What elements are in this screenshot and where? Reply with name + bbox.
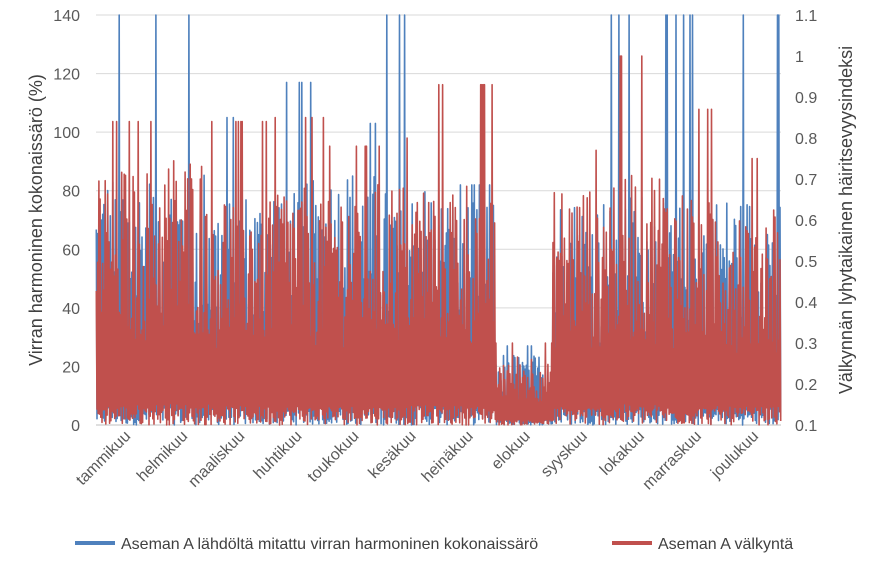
right-tick-label: 1.1 bbox=[795, 8, 817, 25]
left-axis-title: Virran harmoninen kokonaissärö (%) bbox=[26, 74, 46, 366]
x-tick-label: marraskuu bbox=[640, 428, 705, 493]
x-tick-label: helmikuu bbox=[134, 428, 191, 485]
series-flicker bbox=[95, 55, 782, 426]
x-tick-label: tammikuu bbox=[73, 428, 134, 489]
series-flicker-line bbox=[95, 55, 782, 426]
x-tick-label: lokakuu bbox=[597, 428, 648, 479]
legend-label-thd: Aseman A lähdöltä mitattu virran harmoni… bbox=[121, 536, 538, 553]
right-tick-label: 0.4 bbox=[795, 295, 817, 312]
legend-label-flicker: Aseman A välkyntä bbox=[658, 536, 793, 553]
x-tick-label: joulukuu bbox=[707, 428, 762, 483]
left-tick-label: 0 bbox=[71, 418, 80, 435]
left-tick-label: 80 bbox=[62, 184, 80, 201]
right-tick-label: 0.1 bbox=[795, 418, 817, 435]
left-tick-label: 60 bbox=[62, 242, 80, 259]
right-axis-ticks: 0.1 0.2 0.3 0.4 0.5 0.6 0.7 0.8 0.9 1 1.1 bbox=[795, 8, 817, 435]
x-tick-label: toukokuu bbox=[305, 428, 363, 486]
x-tick-label: huhtikuu bbox=[251, 428, 306, 483]
left-axis-ticks: 0 20 40 60 80 100 120 140 bbox=[53, 8, 80, 435]
left-tick-label: 120 bbox=[53, 67, 80, 84]
right-tick-label: 0.6 bbox=[795, 213, 817, 230]
right-tick-label: 0.2 bbox=[795, 377, 817, 394]
right-tick-label: 0.3 bbox=[795, 336, 817, 353]
x-tick-label: syyskuu bbox=[538, 428, 591, 481]
right-tick-label: 0.9 bbox=[795, 90, 817, 107]
legend: Aseman A lähdöltä mitattu virran harmoni… bbox=[75, 536, 793, 553]
right-tick-label: 0.8 bbox=[795, 131, 817, 148]
x-tick-label: elokuu bbox=[488, 428, 533, 473]
right-tick-label: 0.7 bbox=[795, 172, 817, 189]
right-axis-title: Välkynnän lyhytaikainen häiritsevyysinde… bbox=[836, 46, 856, 394]
x-tick-label: heinäkuu bbox=[419, 428, 477, 486]
left-tick-label: 100 bbox=[53, 125, 80, 142]
left-tick-label: 40 bbox=[62, 301, 80, 318]
right-tick-label: 1 bbox=[795, 49, 804, 66]
right-tick-label: 0.5 bbox=[795, 254, 817, 271]
x-tick-label: kesäkuu bbox=[365, 428, 419, 482]
x-tick-label: maaliskuu bbox=[185, 428, 248, 491]
left-tick-label: 20 bbox=[62, 359, 80, 376]
left-tick-label: 140 bbox=[53, 8, 80, 25]
